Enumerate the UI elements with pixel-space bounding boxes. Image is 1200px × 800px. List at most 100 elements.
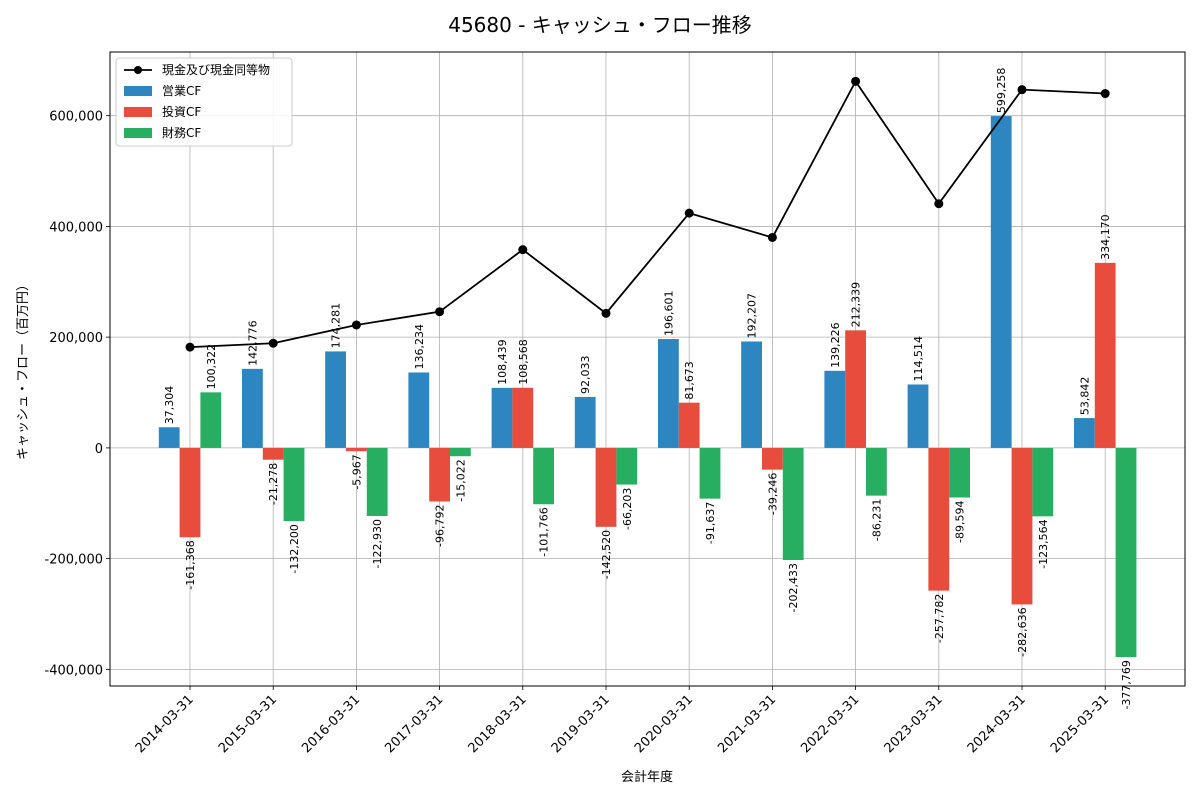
legend-marker (134, 66, 142, 74)
bar-value-label: -282,636 (1016, 607, 1029, 656)
y-tick-label: 600,000 (49, 110, 103, 125)
bar-value-label: -66,203 (621, 488, 634, 530)
x-tick-label: 2023-03-31 (882, 692, 946, 756)
cash-point (351, 320, 361, 330)
bar-value-label: -142,520 (600, 530, 613, 579)
x-axis-ticks: 2014-03-31 2015-03-31 2016-03-31 2017-03-31… (133, 686, 1112, 756)
bar (928, 447, 950, 591)
bar-value-label: -123,564 (1037, 519, 1050, 568)
bar (200, 392, 222, 448)
x-tick-label: 2019-03-31 (549, 692, 613, 756)
x-tick-label: 2022-03-31 (798, 692, 862, 756)
bar-value-label: 334,170 (1099, 214, 1112, 260)
bar (699, 447, 721, 499)
bar (678, 402, 700, 448)
bar (845, 330, 866, 448)
cash-point (518, 245, 528, 255)
x-tick-label: 2021-03-31 (715, 692, 779, 756)
legend-swatch (124, 107, 152, 117)
cash-point (851, 76, 861, 86)
bar (283, 447, 305, 522)
bar (262, 447, 284, 460)
data-labels: 37,304 142,776 174,281 136,234 108,439 92,033… (163, 68, 1133, 710)
y-tick-label: -400,000 (45, 663, 103, 678)
bar (242, 368, 263, 448)
cash-point (435, 307, 445, 317)
bar-value-label: 136,234 (413, 324, 426, 370)
y-axis-ticks: -400,000 -200,000 0 200,000 400,000 600,000 (45, 110, 110, 678)
bar-value-label: -91,637 (704, 502, 717, 544)
plot-frame (109, 51, 1186, 687)
bar (595, 447, 617, 527)
bar (741, 341, 762, 448)
legend-label: 営業CF (162, 84, 201, 98)
bar (346, 447, 367, 452)
bar-value-label: -101,766 (538, 507, 551, 556)
legend-box (115, 57, 293, 147)
x-tick-label: 2025-03-31 (1048, 692, 1112, 756)
cash-point (767, 232, 777, 242)
cash-point (934, 199, 944, 209)
cash-point (1017, 85, 1027, 95)
bar-value-label: 142,776 (246, 320, 259, 366)
bar-value-label: -15,022 (454, 459, 467, 501)
bar-value-label: 108,439 (496, 339, 509, 385)
bar-value-label: 114,514 (912, 336, 925, 382)
legend-swatch (124, 86, 152, 96)
cash-point (684, 208, 694, 218)
x-tick-label: 2015-03-31 (216, 692, 280, 756)
bar-value-label: -161,368 (184, 540, 197, 589)
legend-label: 投資CF (162, 104, 201, 119)
bar (325, 351, 346, 448)
bar (1115, 447, 1137, 658)
legend-swatch (124, 128, 152, 138)
bar (533, 447, 554, 505)
bar-value-label: 192,207 (746, 293, 759, 339)
bar (907, 384, 929, 448)
bar-value-label: 100,322 (205, 344, 218, 390)
bar-value-label: 53,842 (1078, 377, 1091, 416)
bar-value-label: 174,281 (330, 303, 343, 349)
bar-value-label: 196,601 (662, 291, 675, 337)
bar-value-label: -202,433 (787, 563, 800, 612)
x-tick-label: 2017-03-31 (382, 692, 446, 756)
bar-value-label: 37,304 (163, 386, 176, 425)
bar-value-label: 108,568 (517, 339, 530, 385)
y-axis-label: キャッシュ・フロー（百万円） (16, 278, 31, 460)
bar-value-label: -96,792 (434, 504, 447, 546)
bars (158, 116, 1137, 658)
y-tick-label: 400,000 (49, 220, 103, 235)
y-tick-label: -200,000 (45, 553, 103, 568)
cash-point (268, 338, 278, 348)
bar-value-label: 212,339 (850, 282, 863, 328)
bar (429, 447, 450, 502)
bar-value-label: -257,782 (933, 594, 946, 643)
x-tick-label: 2024-03-31 (965, 692, 1029, 756)
bar (616, 447, 638, 485)
bar-value-label: -377,769 (1120, 660, 1133, 709)
bar-value-label: 92,033 (579, 355, 592, 394)
bar-value-label: -5,967 (350, 454, 363, 489)
x-tick-label: 2014-03-31 (133, 692, 197, 756)
x-tick-label: 2020-03-31 (632, 692, 696, 756)
bar (824, 370, 846, 448)
bar (1074, 418, 1095, 448)
chart-title: 45680 - キャッシュ・フロー推移 (448, 13, 752, 37)
x-tick-label: 2016-03-31 (299, 692, 363, 756)
bar (866, 447, 887, 496)
bar (1094, 262, 1116, 448)
y-tick-label: 0 (95, 442, 103, 457)
bar (491, 387, 513, 448)
bar (762, 447, 783, 470)
bar (990, 116, 1012, 448)
bar (179, 447, 201, 538)
legend-label: 財務CF (162, 125, 201, 140)
bar (450, 447, 471, 457)
cash-point (185, 342, 195, 352)
bar-value-label: -132,200 (288, 524, 301, 573)
bar-value-label: -86,231 (870, 499, 883, 541)
bar-value-label: -39,246 (766, 473, 779, 515)
x-axis-label: 会計年度 (621, 769, 673, 785)
